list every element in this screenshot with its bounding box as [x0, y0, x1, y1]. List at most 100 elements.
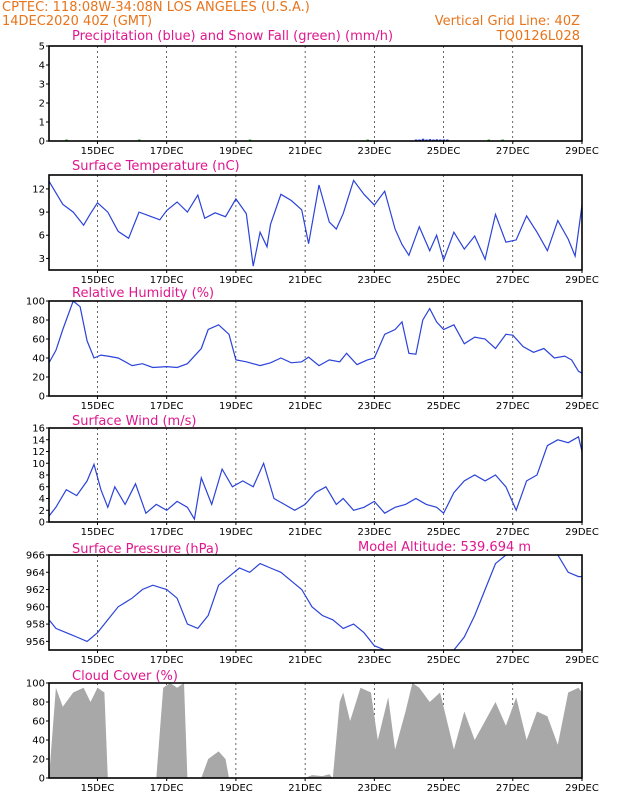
temp-title: Surface Temperature (nC) — [72, 159, 240, 174]
cloud-y-tick: 60 — [32, 717, 45, 728]
cloud-panel: Cloud Cover (%) 15DEC 17DEC 19DEC 21DEC 23DEC… — [26, 669, 599, 794]
pressure-x-tick: 29DEC — [565, 655, 599, 666]
precip-precip-bar — [428, 139, 432, 141]
cloud-plot-area — [49, 683, 582, 778]
rh-y-tick: 60 — [32, 335, 45, 346]
pressure-y-tick: 956 — [26, 637, 45, 648]
precip-title: Precipitation (blue) and Snow Fall (gree… — [72, 29, 393, 44]
pressure-x-tick: 21DEC — [288, 655, 322, 666]
wind-y-tick: 0 — [39, 518, 45, 529]
cloud-y-tick: 100 — [26, 679, 45, 690]
wind-y-tick: 2 — [39, 506, 45, 517]
rh-panel: Relative Humidity (%) 15DEC 17DEC 19DEC 21DE… — [26, 286, 599, 412]
temp-y-tick: 12 — [32, 184, 45, 195]
pressure-x-tick: 19DEC — [219, 655, 253, 666]
pressure-panel: Surface Pressure (hPa) 15DEC 17DEC 19DEC 21D… — [26, 542, 599, 666]
temp-x-tick: 19DEC — [219, 275, 253, 286]
cloud-x-tick: 17DEC — [150, 783, 184, 794]
cloud-title: Cloud Cover (%) — [72, 669, 178, 684]
pressure-y-tick: 960 — [26, 602, 45, 613]
pressure-x-tick: 25DEC — [427, 655, 461, 666]
pressure-x-tick: 17DEC — [150, 655, 184, 666]
precip-x-tick: 29DEC — [565, 146, 599, 157]
wind-y-tick: 10 — [32, 459, 45, 470]
precip-y-tick: 5 — [39, 42, 45, 53]
temp-x-tick: 25DEC — [427, 275, 461, 286]
pressure-x-tick: 27DEC — [496, 655, 530, 666]
temp-x-tick: 29DEC — [565, 275, 599, 286]
location-header: CPTEC: 118:08W-34:08N LOS ANGELES (U.S.A… — [2, 0, 310, 15]
rh-y-tick: 100 — [26, 297, 45, 308]
wind-y-tick: 12 — [32, 447, 45, 458]
temp-panel: Surface Temperature (nC) 15DEC 17DEC 19DEC 2… — [32, 159, 599, 286]
wind-x-tick: 21DEC — [288, 527, 322, 538]
rh-y-tick: 0 — [39, 392, 45, 403]
temp-x-tick: 27DEC — [496, 275, 530, 286]
rh-x-tick: 19DEC — [219, 401, 253, 412]
pressure-plot-area — [49, 555, 582, 650]
rh-x-tick: 29DEC — [565, 401, 599, 412]
cloud-x-tick: 21DEC — [288, 783, 322, 794]
precip-y-tick: 4 — [39, 61, 45, 72]
wind-y-tick: 14 — [32, 435, 45, 446]
cloud-y-tick: 80 — [32, 698, 45, 709]
pressure-x-tick: 23DEC — [357, 655, 391, 666]
rh-x-tick: 27DEC — [496, 401, 530, 412]
precip-y-tick: 1 — [39, 118, 45, 129]
precip-precip-bar — [421, 138, 425, 141]
cloud-x-tick: 15DEC — [81, 783, 115, 794]
precip-x-tick: 25DEC — [427, 146, 461, 157]
rh-y-tick: 80 — [32, 316, 45, 327]
wind-x-tick: 19DEC — [219, 527, 253, 538]
temp-y-tick: 3 — [39, 254, 45, 265]
precip-panel: Precipitation (blue) and Snow Fall (gree… — [39, 29, 599, 157]
precip-x-tick: 21DEC — [288, 146, 322, 157]
cloud-cloud-area — [49, 683, 582, 778]
temp-y-tick: 9 — [39, 208, 45, 219]
rh-x-tick: 25DEC — [427, 401, 461, 412]
pressure-y-tick: 958 — [26, 620, 45, 631]
cloud-x-tick: 29DEC — [565, 783, 599, 794]
precip-frame — [48, 45, 583, 142]
wind-y-tick: 6 — [39, 482, 45, 493]
precip-x-tick: 19DEC — [219, 146, 253, 157]
temp-series-line — [49, 179, 582, 267]
rh-frame — [48, 300, 583, 397]
wind-frame — [48, 427, 583, 523]
run-date: 14DEC2020 40Z (GMT) — [2, 14, 152, 29]
wind-plot-area — [49, 435, 582, 521]
model-code: TQ0126L028 — [496, 29, 580, 44]
rh-y-tick: 20 — [32, 373, 45, 384]
temp-x-tick: 15DEC — [81, 275, 115, 286]
cloud-y-tick: 20 — [32, 755, 45, 766]
cloud-x-tick: 27DEC — [496, 783, 530, 794]
wind-x-tick: 25DEC — [427, 527, 461, 538]
precip-y-tick: 0 — [39, 137, 45, 148]
wind-x-tick: 27DEC — [496, 527, 530, 538]
wind-panel: Surface Wind (m/s) 15DEC 17DEC 19DEC 21DEC 23… — [32, 414, 599, 538]
panels: Precipitation (blue) and Snow Fall (gree… — [26, 29, 599, 794]
pressure-y-tick: 964 — [26, 568, 45, 579]
temp-y-tick: 6 — [39, 231, 45, 242]
rh-title: Relative Humidity (%) — [72, 286, 214, 301]
pressure-frame — [48, 554, 583, 651]
rh-y-tick: 40 — [32, 354, 45, 365]
model-altitude: Model Altitude: 539.694 m — [358, 540, 531, 555]
wind-x-tick: 23DEC — [357, 527, 391, 538]
grid-note: Vertical Grid Line: 40Z — [435, 14, 580, 29]
temp-x-tick: 21DEC — [288, 275, 322, 286]
wind-x-tick: 29DEC — [565, 527, 599, 538]
rh-plot-area — [49, 301, 582, 374]
cloud-x-tick: 19DEC — [219, 783, 253, 794]
pressure-title: Surface Pressure (hPa) — [72, 542, 219, 557]
wind-title: Surface Wind (m/s) — [72, 414, 196, 429]
wind-x-tick: 17DEC — [150, 527, 184, 538]
precip-x-tick: 23DEC — [357, 146, 391, 157]
precip-x-tick: 27DEC — [496, 146, 530, 157]
cloud-y-tick: 40 — [32, 736, 45, 747]
wind-y-tick: 8 — [39, 471, 45, 482]
cloud-x-tick: 23DEC — [357, 783, 391, 794]
temp-x-tick: 17DEC — [150, 275, 184, 286]
precip-y-tick: 2 — [39, 99, 45, 110]
